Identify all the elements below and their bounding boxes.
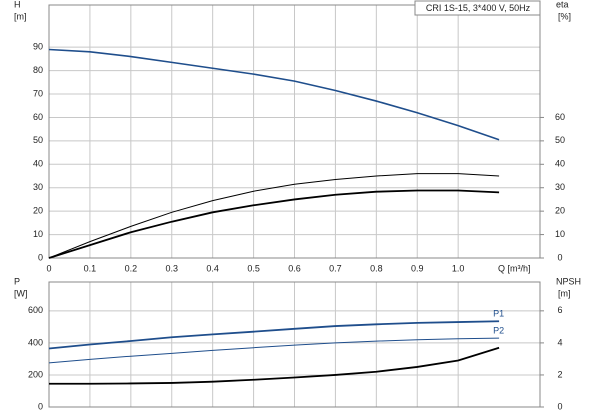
series-line [48, 48, 500, 141]
series-line [48, 320, 500, 350]
y2-axis-label: NPSH [556, 276, 581, 286]
y2-tick-label: 30 [555, 182, 565, 192]
y2-tick-label: 40 [555, 159, 565, 169]
series-line [48, 337, 500, 364]
x-tick-label: 0.3 [165, 263, 178, 273]
x-tick-label: 0 [46, 263, 51, 273]
y-tick-label: 70 [33, 88, 43, 98]
y-axis-label: P [14, 276, 20, 286]
y2-tick-label: 2 [557, 369, 562, 379]
series-line [48, 173, 500, 259]
y2-tick-label: 6 [557, 305, 562, 315]
y-tick-label: 20 [33, 206, 43, 216]
y-tick-label: 0 [38, 252, 43, 262]
y-tick-label: 60 [33, 112, 43, 122]
y2-tick-label: 0 [557, 401, 562, 411]
x-tick-label: 0.9 [411, 263, 424, 273]
x-axis-label: Q [m³/h] [498, 263, 531, 273]
y-tick-label: 40 [33, 159, 43, 169]
y-tick-label: 90 [33, 42, 43, 52]
title-box [414, 0, 541, 16]
y2-tick-label: 50 [555, 135, 565, 145]
x-tick-label: 0.1 [84, 263, 97, 273]
x-tick-label: 0.5 [247, 263, 260, 273]
y2-tick-label: 4 [557, 337, 562, 347]
x-tick-label: 0.6 [288, 263, 301, 273]
y-tick-label: 400 [28, 337, 43, 347]
plot-frame [48, 281, 541, 408]
y2-tick-label: 10 [555, 229, 565, 239]
x-tick-label: 1.0 [452, 263, 465, 273]
series-line [48, 189, 500, 259]
x-tick-label: 0.4 [206, 263, 219, 273]
y-tick-label: 0 [38, 401, 43, 411]
series-line [49, 346, 500, 385]
y2-tick-label: 60 [555, 112, 565, 122]
series-label: P2 [493, 325, 504, 335]
x-tick-label: 0.2 [125, 263, 138, 273]
y2-tick-label: 20 [555, 206, 565, 216]
x-tick-label: 0.7 [329, 263, 342, 273]
x-tick-label: 0.8 [370, 263, 383, 273]
plot-frame [48, 4, 541, 259]
y-tick-label: 200 [28, 369, 43, 379]
y-tick-label: 10 [33, 229, 43, 239]
y-axis-unit: [m] [14, 11, 27, 21]
y-tick-label: 50 [33, 135, 43, 145]
y-axis-label: H [14, 0, 21, 9]
y2-tick-label: 0 [557, 252, 562, 262]
y2-axis-label: eta [556, 0, 569, 9]
series-label: P1 [493, 309, 504, 319]
chart-title: CRI 1S-15, 3*400 V, 50Hz [426, 3, 531, 13]
y-tick-label: 30 [33, 182, 43, 192]
y-tick-label: 600 [28, 305, 43, 315]
y2-axis-unit: [%] [558, 11, 571, 21]
y-axis-unit: [W] [14, 288, 28, 298]
y2-axis-unit: [m] [558, 288, 571, 298]
y-tick-label: 80 [33, 65, 43, 75]
